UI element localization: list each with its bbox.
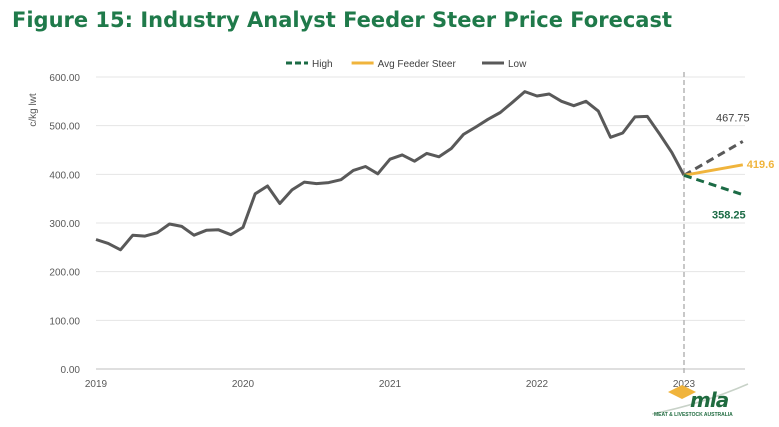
mla-logo: mla MEAT & LIVESTOCK AUSTRALIA xyxy=(651,380,752,422)
chart-grid xyxy=(96,76,745,370)
x-axis-ticks: 2019 2020 2021 2022 2023 xyxy=(85,379,696,390)
legend-label: Avg Feeder Steer xyxy=(378,59,457,70)
y-tick-label: 0.00 xyxy=(61,365,81,376)
series-line-avg-feeder-steer-solid xyxy=(683,163,744,177)
y-tick-label: 100.00 xyxy=(49,316,80,327)
annotation-label: 358.25 xyxy=(712,210,746,222)
series-line-low-dashed xyxy=(683,140,744,177)
series-line-low-solid xyxy=(95,90,686,252)
x-tick-label: 2022 xyxy=(526,379,549,390)
x-tick-label: 2021 xyxy=(379,379,402,390)
series-line-high-dashed xyxy=(683,173,744,197)
y-tick-label: 200.00 xyxy=(49,268,80,279)
legend-label: Low xyxy=(508,59,527,70)
y-tick-label: 600.00 xyxy=(49,73,80,84)
x-tick-label: 2020 xyxy=(232,379,255,390)
annotation-label: 467.75 xyxy=(716,112,750,124)
page-title: Figure 15: Industry Analyst Feeder Steer… xyxy=(12,8,672,32)
y-tick-label: 400.00 xyxy=(49,170,80,181)
y-axis-label: c/kg lwt xyxy=(28,93,39,127)
chart-legend: High Avg Feeder Steer Low xyxy=(286,59,527,70)
x-tick-label: 2019 xyxy=(85,379,108,390)
annotation-label: 419.6 xyxy=(747,159,775,171)
x-tick-label: 2023 xyxy=(673,379,696,390)
y-tick-label: 500.00 xyxy=(49,122,80,133)
logo-graphic xyxy=(651,383,749,415)
chart-annotations: 467.75 419.6 358.25 xyxy=(712,112,774,221)
logo-subtitle: MEAT & LIVESTOCK AUSTRALIA xyxy=(654,412,733,418)
logo-wordmark: mla xyxy=(690,388,729,412)
legend-label: High xyxy=(312,59,333,70)
chart-series xyxy=(95,90,744,252)
y-axis-ticks: 0.00 100.00 200.00 300.00 400.00 500.00 600.00 xyxy=(49,73,80,376)
y-tick-label: 300.00 xyxy=(49,219,80,230)
